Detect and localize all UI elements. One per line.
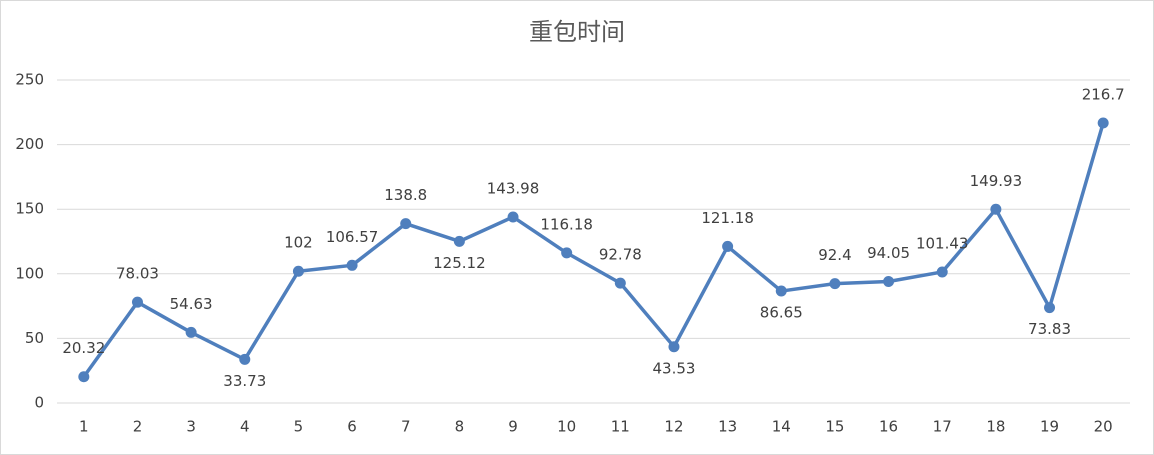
x-tick-label: 9 [508,418,518,436]
data-line [82,122,1105,378]
data-label: 78.03 [116,265,159,283]
data-point [185,326,197,338]
data-point [775,285,787,297]
data-point [614,277,626,289]
x-tick-label: 19 [1040,418,1059,436]
x-tick-label: 20 [1094,418,1113,436]
data-point [829,278,841,290]
data-point [346,259,358,271]
y-tick-label: 150 [15,200,44,218]
data-label: 125.12 [433,254,486,272]
y-tick-label: 250 [15,71,44,89]
y-tick-label: 0 [34,394,44,412]
x-tick-label: 16 [879,418,898,436]
data-label: 149.93 [970,172,1023,190]
data-label: 86.65 [760,304,803,322]
data-label: 92.78 [599,246,642,264]
data-point [990,203,1002,215]
data-label: 20.32 [62,339,105,357]
data-point [400,218,412,230]
data-label: 94.05 [867,244,910,262]
y-tick-label: 200 [15,135,44,153]
data-label: 116.18 [540,215,593,233]
x-tick-label: 3 [186,418,196,436]
x-tick-label: 5 [294,418,304,436]
data-label: 138.8 [384,186,427,204]
data-label: 143.98 [487,179,540,197]
data-label: 73.83 [1028,320,1071,338]
data-point [453,235,465,247]
x-tick-label: 11 [611,418,630,436]
data-point [936,266,948,278]
data-label: 216.7 [1082,86,1125,104]
data-point [722,240,734,252]
x-tick-label: 14 [772,418,791,436]
data-label: 54.63 [170,295,213,313]
chart-title: 重包时间 [529,18,625,46]
x-tick-label: 18 [986,418,1005,436]
data-point [883,275,895,287]
data-label: 102 [284,234,313,252]
data-point [1044,302,1056,314]
data-label: 121.18 [701,209,754,227]
x-tick-label: 13 [718,418,737,436]
x-tick-label: 6 [347,418,357,436]
data-point [131,296,143,308]
x-tick-label: 2 [133,418,143,436]
data-label: 106.57 [326,228,379,246]
x-tick-label: 10 [557,418,576,436]
x-tick-label: 12 [664,418,683,436]
data-label: 92.4 [818,246,851,264]
data-point [507,211,519,223]
data-label: 101.43 [916,234,969,252]
x-tick-label: 15 [825,418,844,436]
x-tick-label: 4 [240,418,250,436]
data-point [1097,117,1109,129]
data-point [561,247,573,259]
y-tick-label: 100 [15,264,44,282]
x-tick-label: 8 [455,418,465,436]
x-tick-label: 17 [933,418,952,436]
data-point [292,265,304,277]
data-point [239,353,251,365]
y-tick-label: 50 [25,329,44,347]
x-tick-label: 1 [79,418,89,436]
x-tick-label: 7 [401,418,411,436]
data-point [78,371,90,383]
data-label: 33.73 [223,372,266,390]
data-label: 43.53 [652,359,695,377]
data-point [668,341,680,353]
